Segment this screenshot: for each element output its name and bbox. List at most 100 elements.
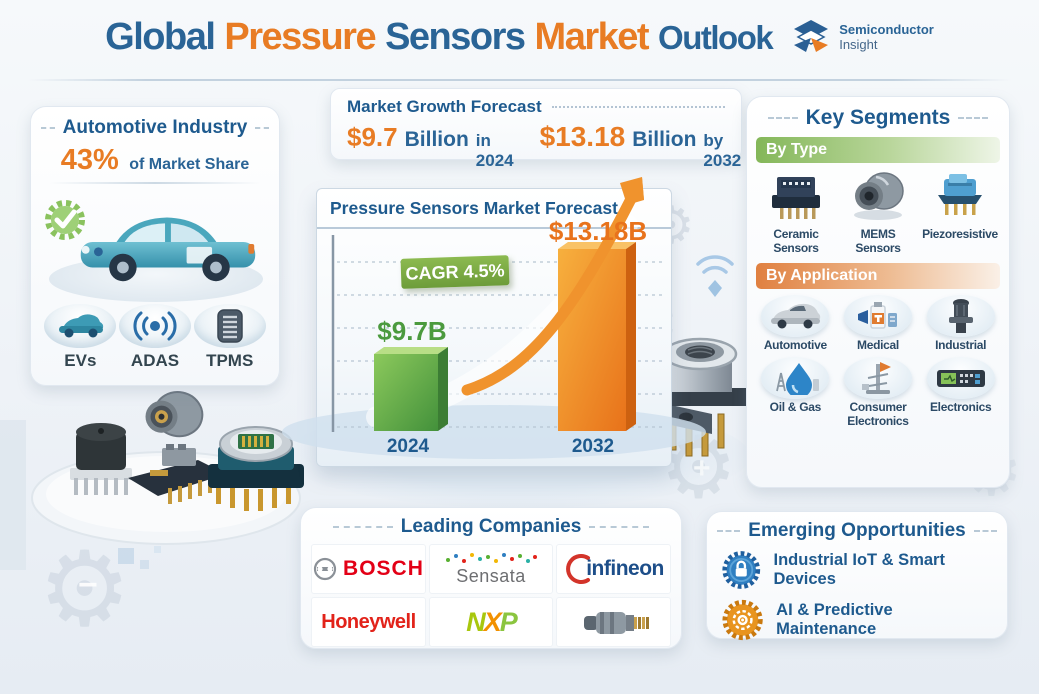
- key-segments-panel: Key Segments By Type Ceramic Sensors: [746, 96, 1010, 488]
- automotive-heading: Automotive Industry: [62, 117, 248, 138]
- plus-glyph: +: [693, 452, 711, 485]
- company-name: Sensata: [456, 565, 526, 586]
- company-logo-infineon: infineon: [556, 544, 671, 594]
- company-logo-bosch: BOSCH: [311, 544, 426, 594]
- by-application-items: Automotive Medical: [756, 294, 1000, 429]
- chart-title-underline: [317, 227, 671, 229]
- forecast-heading: Market Growth Forecast: [347, 97, 542, 116]
- icon-ellipse: [843, 294, 912, 337]
- divider: [49, 182, 261, 184]
- page-header: Global Pressure Sensors Market Outlook S…: [0, 16, 1039, 59]
- automotive-item-tpms: TPMS: [192, 304, 267, 371]
- medical-icon: [857, 301, 897, 329]
- ev-car-icon: [59, 314, 104, 338]
- emerging-opportunities-panel: Emerging Opportunities Industrial IoT & …: [706, 511, 1008, 642]
- type-item-piezoresistive: Piezoresistive: [920, 169, 1000, 256]
- mems-sensor-icon: [854, 172, 904, 220]
- company-logo-honeywell: Honeywell: [311, 597, 426, 647]
- dash-decoration: [41, 127, 55, 129]
- by-application-band: By Application: [756, 262, 1000, 289]
- market-share-line: 43% of Market Share: [41, 144, 269, 177]
- app-item-consumer-electronics: Consumer Electronics: [839, 357, 918, 429]
- dash-decoration: [255, 127, 269, 129]
- title-word: Pressure: [224, 16, 376, 58]
- header-divider: [28, 79, 1011, 81]
- automotive-item-label: ADAS: [130, 351, 180, 370]
- bar-value-2032: $13.18B: [548, 216, 648, 246]
- adas-signal-icon: [133, 311, 177, 341]
- type-item-label: MEMS Sensors: [855, 227, 901, 255]
- brand-line1: Semiconductor: [839, 22, 934, 38]
- app-item-label: Electronics: [929, 400, 992, 415]
- pressure-sensor-cluster-illustration: [31, 391, 304, 545]
- automotive-item-adas: ADAS: [118, 304, 193, 371]
- icon-ellipse: [193, 304, 266, 348]
- forecast-to-value: $13.18: [539, 121, 626, 152]
- app-item-label: Oil & Gas: [769, 400, 822, 415]
- app-item-label: Industrial: [935, 337, 987, 352]
- dash-decoration: [717, 530, 741, 532]
- oil-gas-icon: [776, 363, 820, 396]
- brand-text: Semiconductor Insight: [839, 22, 934, 52]
- type-item-label: Piezoresistive: [922, 227, 998, 241]
- forecast-panel: Market Growth Forecast $9.7 Billion in 2…: [330, 88, 742, 170]
- semiconductor-insight-logo-icon: [794, 19, 829, 52]
- bar-chart-figure: [282, 177, 706, 459]
- icon-ellipse: [119, 304, 191, 348]
- leading-companies-heading: Leading Companies: [400, 516, 582, 537]
- icon-ellipse: [44, 304, 117, 348]
- automotive-panel: Automotive Industry 43% of Market Share: [30, 106, 280, 386]
- market-share-value: 43%: [60, 144, 119, 176]
- ceramic-sensor-icon: [772, 177, 820, 219]
- app-item-oil-gas: Oil & Gas: [756, 357, 835, 429]
- app-item-automotive: Automotive: [756, 294, 835, 353]
- company-name: Honeywell: [321, 610, 416, 633]
- cagr-badge: CAGR 4.5%: [400, 255, 510, 289]
- key-segments-heading: Key Segments: [805, 106, 951, 129]
- opportunity-label: AI & Predictive Maintenance: [776, 601, 893, 638]
- title-word: Outlook: [658, 19, 774, 56]
- growth-arrow: [461, 177, 644, 396]
- automotive-item-evs: EVs: [43, 304, 118, 371]
- x-axis-label-2024: 2024: [386, 436, 430, 457]
- dotted-line: [551, 106, 725, 108]
- company-name: BOSCH: [343, 557, 424, 580]
- company-name: infineon: [586, 557, 664, 580]
- consumer-electronics-icon: [861, 362, 891, 395]
- by-type-items: Ceramic Sensors MEMS Sensors: [756, 169, 1000, 256]
- bar-value-2024: $9.7B: [377, 316, 447, 346]
- title-word: Sensors: [385, 16, 526, 58]
- app-item-electronics: Electronics: [921, 357, 1000, 429]
- pixel-decoration: [118, 548, 134, 564]
- app-item-label: Consumer Electronics: [847, 400, 909, 429]
- sensor-dark-cap: [70, 423, 132, 495]
- opportunity-label: Industrial IoT & Smart Devices: [773, 551, 945, 588]
- forecast-from-when: in 2024: [475, 131, 514, 170]
- piezoresistive-sensor-icon: [938, 174, 982, 215]
- pressure-sensor-photo: [583, 612, 649, 634]
- company-name: NXP: [466, 606, 518, 637]
- sensor-metal-barrel: [145, 391, 204, 438]
- bar-2024: [374, 347, 448, 431]
- type-item-mems: MEMS Sensors: [838, 169, 918, 256]
- forecast-to-unit: Billion: [632, 128, 697, 151]
- electronics-icon: [936, 370, 985, 388]
- app-item-label: Automotive: [763, 337, 827, 352]
- opportunity-item-ai: AI & Predictive Maintenance: [717, 592, 997, 642]
- pixel-decoration: [154, 546, 161, 553]
- leading-companies-panel: Leading Companies BOSCH: [300, 507, 682, 649]
- dash-decoration: [973, 530, 997, 532]
- brand-line2: Insight: [839, 36, 878, 52]
- icon-ellipse: [926, 357, 995, 400]
- type-item-label: Ceramic Sensors: [773, 227, 819, 255]
- automotive-icon: [771, 303, 821, 329]
- industrial-icon: [948, 298, 973, 333]
- dash-decoration: [332, 526, 393, 528]
- icon-ellipse: [761, 357, 830, 400]
- ai-gear-icon: [722, 599, 763, 641]
- by-type-band: By Type: [756, 137, 1000, 163]
- dash-decoration: [589, 526, 650, 528]
- forecast-to-when: by 2032: [703, 131, 742, 170]
- chart-floor-ellipse: [282, 405, 706, 459]
